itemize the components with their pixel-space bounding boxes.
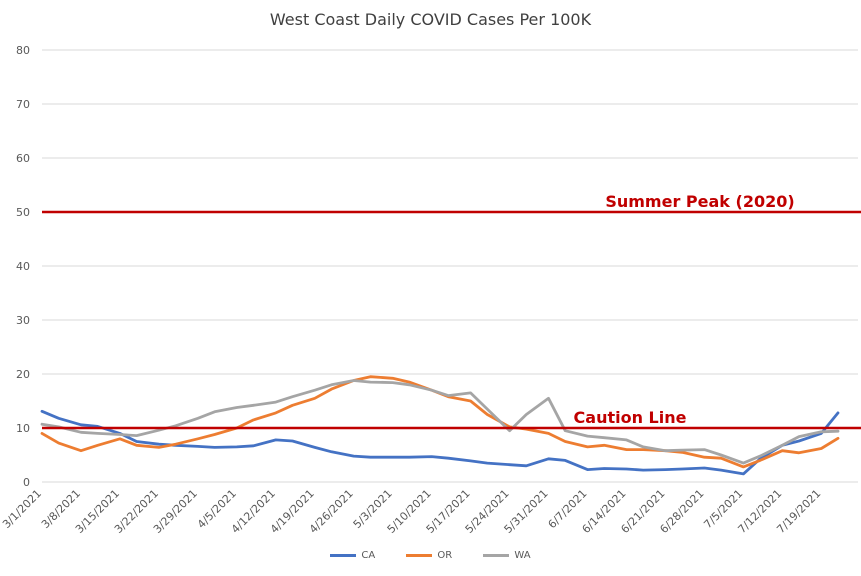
y-tick-label: 20	[16, 368, 30, 381]
legend-item-wa: WA	[483, 550, 531, 561]
reference-label-1: Caution Line	[574, 408, 687, 427]
legend-label-wa: WA	[514, 550, 531, 561]
series-line-ca	[40, 409, 840, 476]
legend-label-ca: CA	[361, 550, 376, 561]
reference-label-0: Summer Peak (2020)	[605, 192, 794, 211]
chart-title: West Coast Daily COVID Cases Per 100K	[269, 10, 592, 29]
y-tick-label: 30	[16, 314, 30, 327]
legend-swatch-wa	[483, 553, 510, 557]
legend-swatch-or	[406, 553, 433, 557]
series-line-wa	[40, 379, 840, 465]
y-tick-label: 60	[16, 152, 30, 165]
legend-item-ca: CA	[330, 550, 375, 561]
y-tick-label: 0	[23, 476, 30, 489]
legend-swatch-ca	[330, 553, 357, 557]
y-tick-label: 80	[16, 44, 30, 57]
x-tick-label: 3/1/2021	[0, 487, 44, 531]
legend-label-or: OR	[437, 550, 453, 561]
y-tick-label: 70	[16, 98, 30, 111]
legend-item-or: OR	[406, 550, 452, 561]
y-tick-label: 40	[16, 260, 30, 273]
y-tick-label: 50	[16, 206, 30, 219]
legend: CA OR WA	[0, 550, 861, 561]
y-tick-label: 10	[16, 422, 30, 435]
